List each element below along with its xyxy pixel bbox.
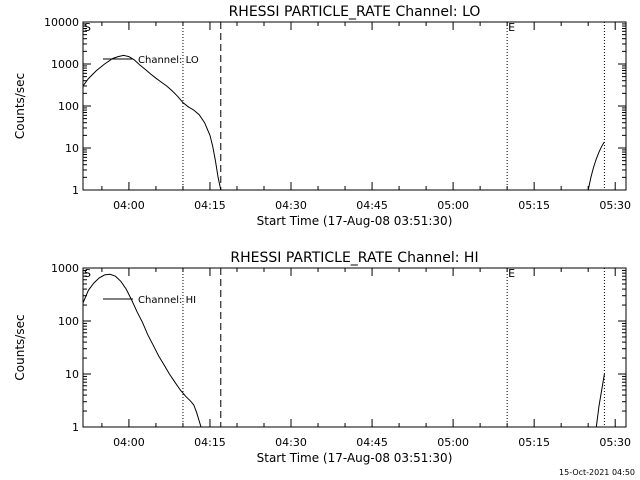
series-line: [82, 273, 202, 428]
x-tick-label: 05:30: [599, 199, 631, 212]
y-tick-label: 1: [72, 421, 79, 434]
x-tick-label: 05:00: [437, 436, 469, 449]
marker-label: S: [84, 267, 91, 280]
x-tick-label: 04:30: [275, 199, 307, 212]
panel-hi-channel: RHESSI PARTICLE_RATE Channel: HI Start Ti…: [13, 250, 631, 465]
y-tick-label: 100: [58, 100, 79, 113]
marker-label: E: [508, 267, 515, 280]
x-tick-label: 04:15: [194, 199, 226, 212]
x-tick-label: 05:30: [599, 436, 631, 449]
legend-label: Channel: HI: [138, 295, 196, 306]
y-tick-label: 1: [72, 184, 79, 197]
x-axis-label: Start Time (17-Aug-08 03:51:30): [257, 451, 453, 465]
marker-label: S: [84, 21, 91, 34]
x-tick-label: 04:00: [113, 199, 145, 212]
legend-label: Channel: LO: [138, 55, 199, 66]
chart-title: RHESSI PARTICLE_RATE Channel: HI: [230, 250, 478, 266]
y-tick-label: 100: [58, 315, 79, 328]
y-axis-label: Counts/sec: [13, 314, 27, 380]
x-tick-label: 05:15: [518, 436, 550, 449]
series-line: [595, 373, 605, 428]
y-axis-label: Counts/sec: [13, 73, 27, 139]
y-tick-label: 10: [65, 142, 79, 155]
y-tick-label: 1000: [51, 262, 79, 275]
chart-title: RHESSI PARTICLE_RATE Channel: LO: [229, 4, 481, 20]
y-tick-label: 1000: [51, 58, 79, 71]
panel-lo-channel: RHESSI PARTICLE_RATE Channel: LO Start Ti…: [13, 4, 631, 228]
x-tick-label: 05:15: [518, 199, 550, 212]
x-tick-label: 04:45: [356, 199, 388, 212]
marker-label: E: [508, 21, 515, 34]
footer-timestamp: 15-Oct-2021 04:50: [559, 468, 635, 477]
x-tick-label: 04:30: [275, 436, 307, 449]
x-tick-label: 04:15: [194, 436, 226, 449]
series-line: [82, 54, 222, 191]
x-axis-label: Start Time (17-Aug-08 03:51:30): [257, 214, 453, 228]
x-tick-label: 04:00: [113, 436, 145, 449]
series-line: [587, 141, 605, 191]
plot-frame: [82, 267, 627, 428]
y-tick-label: 10: [65, 368, 79, 381]
plot-frame: [82, 21, 627, 191]
y-tick-label: 10000: [44, 16, 79, 29]
x-tick-label: 04:45: [356, 436, 388, 449]
x-tick-label: 05:00: [437, 199, 469, 212]
